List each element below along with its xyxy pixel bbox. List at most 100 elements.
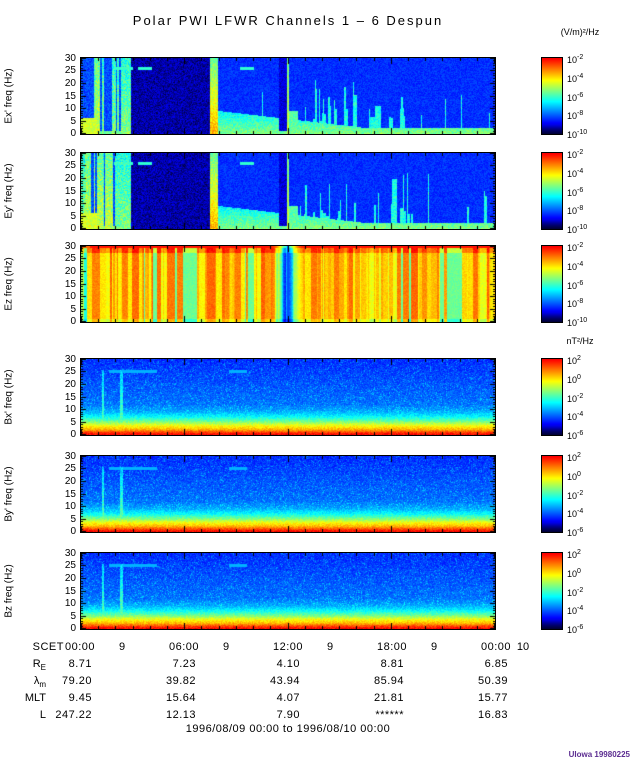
x-tick-day-label: 9 [430,641,438,653]
colorbar-tick-label: 102 [567,355,581,366]
y-tick-label: 25 [64,253,76,264]
spectrogram-plot [80,358,496,436]
spectrogram-canvas [81,456,495,532]
colorbar-tick-label: 102 [567,549,581,560]
colorbar-tick-label: 10-4 [567,508,584,519]
colorbar [541,152,563,230]
y-tick-label: 10 [64,501,76,512]
colorbar-tick-label: 10-8 [567,205,584,216]
spectrogram-panel-ey: Ey' freq (Hz) 0 5 10 15 20 25 30 10-2 10-4 10-6 10… [0,148,640,235]
colorbar-tick-label: 10-10 [567,224,588,235]
spectrogram-canvas [81,553,495,629]
electric-colorbar-unit-label: (V/m)²/Hz [560,27,600,37]
ephemeris-value: 8.81 [380,658,404,670]
spectrogram-panel-ex: Ex' freq (Hz) 0 5 10 15 20 25 30 10-2 10-4 10-6 10… [0,53,640,140]
colorbar-tick-label: 10-4 [567,411,584,422]
spectrogram-canvas [81,246,495,322]
colorbar-tick-label: 100 [567,568,581,579]
y-tick-label: 20 [64,573,76,584]
ephemeris-value: 7.90 [276,709,300,721]
y-tick-label: 10 [64,198,76,209]
y-axis-label: Bz freq (Hz) [3,564,15,618]
colorbar-tick-label: 102 [567,452,581,463]
colorbar-tick-label: 10-2 [567,149,584,160]
y-tick-label: 20 [64,173,76,184]
colorbar [541,455,563,533]
chart-title: Polar PWI LFWR Channels 1 – 6 Despun [132,13,444,28]
colorbar-tick-label: 10-4 [567,605,584,616]
colorbar-canvas [542,456,562,532]
y-tick-label: 30 [64,548,76,559]
ephemeris-row-re: RE 8.71 7.23 4.10 8.81 6.85 [0,658,640,673]
y-tick-label: 30 [64,53,76,64]
y-axis-label: Ez freq (Hz) [3,257,15,311]
spectrogram-panel-ez: Ez freq (Hz) 0 5 10 15 20 25 30 10-2 10-4 10-6 10-… [0,241,640,328]
y-axis-label: Ey' freq (Hz) [3,163,15,219]
x-tick-time-label: 00:00 [480,641,512,653]
spectrogram-plot [80,455,496,533]
y-axis-label-wrap: Ex' freq (Hz) [0,57,18,135]
y-tick-label: 30 [64,451,76,462]
colorbar-tick-label: 100 [567,471,581,482]
ephemeris-value: 43.94 [269,675,300,687]
y-tick-label: 25 [64,65,76,76]
y-tick-label: 25 [64,160,76,171]
ephemeris-value: ****** [375,709,404,721]
y-tick-label: 15 [64,186,76,197]
colorbar-tick-label: 10-6 [567,624,584,635]
colorbar-tick-label: 100 [567,374,581,385]
y-tick-label: 0 [70,623,76,634]
colorbar-tick-label: 10-6 [567,430,584,441]
ephemeris-value: 15.64 [165,692,196,704]
spectrogram-canvas [81,58,495,134]
x-axis-labels: SCET 00:00 9 06:00 9 12:00 9 18:00 9 00:00 10 [0,641,640,654]
colorbar-tick-label: 10-6 [567,92,584,103]
colorbar [541,552,563,630]
colorbar-tick-label: 10-4 [567,73,584,84]
colorbar-tick-label: 10-2 [567,393,584,404]
x-tick-time-label: 12:00 [272,641,304,653]
colorbar-canvas [542,553,562,629]
ephemeris-row-label: RE [32,658,46,673]
ephemeris-value: 79.20 [61,675,92,687]
spectrogram-plot [80,245,496,323]
spectrogram-panel-bx: Bx' freq (Hz) 0 5 10 15 20 25 30 102 100 10-2 10-4… [0,354,640,441]
ephemeris-row-l: L 247.22 12.13 7.90 ****** 16.83 [0,709,640,722]
x-tick-time-label: 06:00 [168,641,200,653]
y-axis-label: Bx' freq (Hz) [3,369,15,425]
y-axis-label-wrap: Bx' freq (Hz) [0,358,18,436]
colorbar-tick-label: 10-6 [567,187,584,198]
y-axis-label-wrap: Ey' freq (Hz) [0,152,18,230]
ephemeris-value: 8.71 [68,658,92,670]
y-tick-label: 15 [64,279,76,290]
colorbar-canvas [542,246,562,322]
colorbar [541,358,563,436]
spectrogram-plot [80,152,496,230]
y-tick-label: 5 [70,211,76,222]
magnetic-colorbar-unit-label: nT²/Hz [566,336,594,346]
spectrogram-plot [80,57,496,135]
spectrogram-plot [80,552,496,630]
x-tick-day-label: 9 [326,641,334,653]
colorbar-tick-label: 10-10 [567,317,588,328]
y-tick-label: 10 [64,404,76,415]
colorbar-tick-label: 10-2 [567,242,584,253]
y-tick-label: 15 [64,392,76,403]
y-tick-label: 20 [64,266,76,277]
y-tick-label: 0 [70,316,76,327]
y-tick-label: 15 [64,91,76,102]
ephemeris-value: 21.81 [373,692,404,704]
colorbar-tick-label: 10-6 [567,280,584,291]
y-tick-label: 25 [64,463,76,474]
y-axis-label-wrap: Bz freq (Hz) [0,552,18,630]
ephemeris-row-label: λm [33,675,46,690]
colorbar-tick-label: 10-8 [567,110,584,121]
y-tick-label: 30 [64,354,76,365]
x-axis-title: SCET [32,641,64,653]
ephemeris-value: 50.39 [477,675,508,687]
y-tick-label: 5 [70,304,76,315]
colorbar [541,57,563,135]
credit-label: UIowa 19980225 [568,750,630,759]
